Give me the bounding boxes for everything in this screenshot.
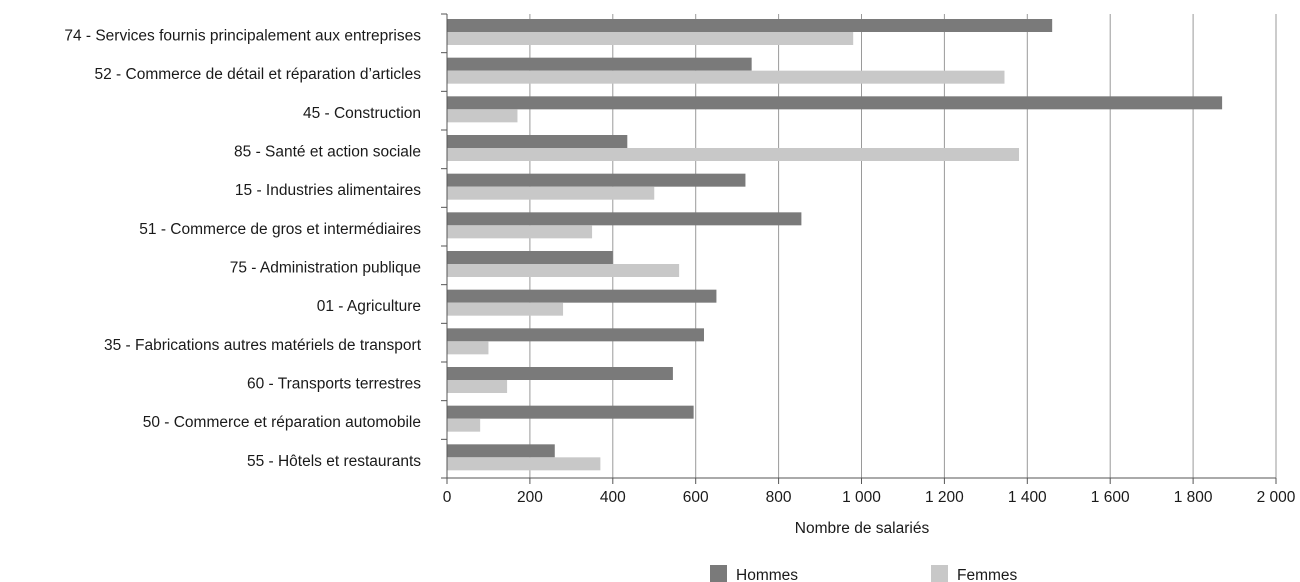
bar-hommes-0 [447, 19, 1053, 32]
bar-hommes-2 [447, 96, 1223, 110]
x-tick-label: 800 [766, 489, 792, 506]
category-label: 35 - Fabrications autres matériels de tr… [104, 337, 422, 354]
x-tick-label: 2 000 [1257, 489, 1296, 506]
bar-femmes-9 [447, 380, 508, 393]
legend-label-femmes: Femmes [957, 567, 1018, 582]
category-label: 74 - Services fournis principalement aux… [64, 27, 421, 44]
legend-swatch-femmes [931, 565, 948, 582]
bar-femmes-3 [447, 148, 1020, 161]
category-label: 60 - Transports terrestres [247, 375, 421, 392]
category-label: 50 - Commerce et réparation automobile [143, 414, 421, 431]
bar-hommes-3 [447, 135, 628, 148]
category-label: 51 - Commerce de gros et intermédiaires [139, 221, 421, 238]
x-tick-label: 1 600 [1091, 489, 1130, 506]
category-label: 52 - Commerce de détail et réparation d’… [94, 66, 421, 83]
category-label: 45 - Construction [303, 105, 421, 122]
bars [447, 19, 1223, 471]
legend-label-hommes: Hommes [736, 567, 798, 582]
category-labels: 74 - Services fournis principalement aux… [64, 27, 421, 469]
bar-femmes-11 [447, 457, 601, 471]
bar-hommes-7 [447, 289, 717, 303]
category-label: 55 - Hôtels et restaurants [247, 453, 421, 470]
x-tick-label: 1 200 [925, 489, 964, 506]
x-tick-label: 1 400 [1008, 489, 1047, 506]
x-tick-label: 1 800 [1174, 489, 1213, 506]
bar-hommes-11 [447, 444, 555, 458]
bar-femmes-10 [447, 418, 481, 432]
x-tick-label: 0 [443, 489, 452, 506]
bar-femmes-0 [447, 32, 854, 45]
category-label: 85 - Santé et action sociale [234, 143, 421, 160]
axes [441, 13, 1277, 484]
bar-hommes-10 [447, 405, 694, 419]
bar-hommes-8 [447, 328, 704, 342]
legend-swatch-hommes [710, 565, 727, 582]
bar-hommes-6 [447, 251, 613, 264]
category-label: 01 - Agriculture [317, 298, 421, 315]
bar-femmes-4 [447, 186, 655, 200]
category-label: 75 - Administration publique [230, 259, 421, 276]
bar-femmes-5 [447, 225, 593, 239]
legend: Hommes Femmes [710, 565, 1018, 582]
x-tick-label: 600 [683, 489, 709, 506]
x-tick-label: 1 000 [842, 489, 881, 506]
bar-femmes-2 [447, 109, 518, 123]
grid-lines [529, 14, 1277, 478]
x-axis-title: Nombre de salariés [795, 520, 930, 537]
bar-hommes-9 [447, 367, 673, 380]
x-tick-label: 400 [600, 489, 626, 506]
bar-hommes-1 [447, 57, 752, 71]
bar-femmes-7 [447, 302, 564, 316]
x-tick-label: 200 [517, 489, 543, 506]
x-tick-labels: 0 200 400 600 800 1 000 1 200 1 400 1 600 1 800 2 … [443, 489, 1296, 506]
bar-hommes-4 [447, 173, 746, 187]
bar-femmes-6 [447, 264, 680, 277]
bar-hommes-5 [447, 212, 802, 226]
bar-femmes-8 [447, 341, 489, 355]
category-label: 15 - Industries alimentaires [235, 182, 421, 199]
bar-femmes-1 [447, 70, 1005, 84]
